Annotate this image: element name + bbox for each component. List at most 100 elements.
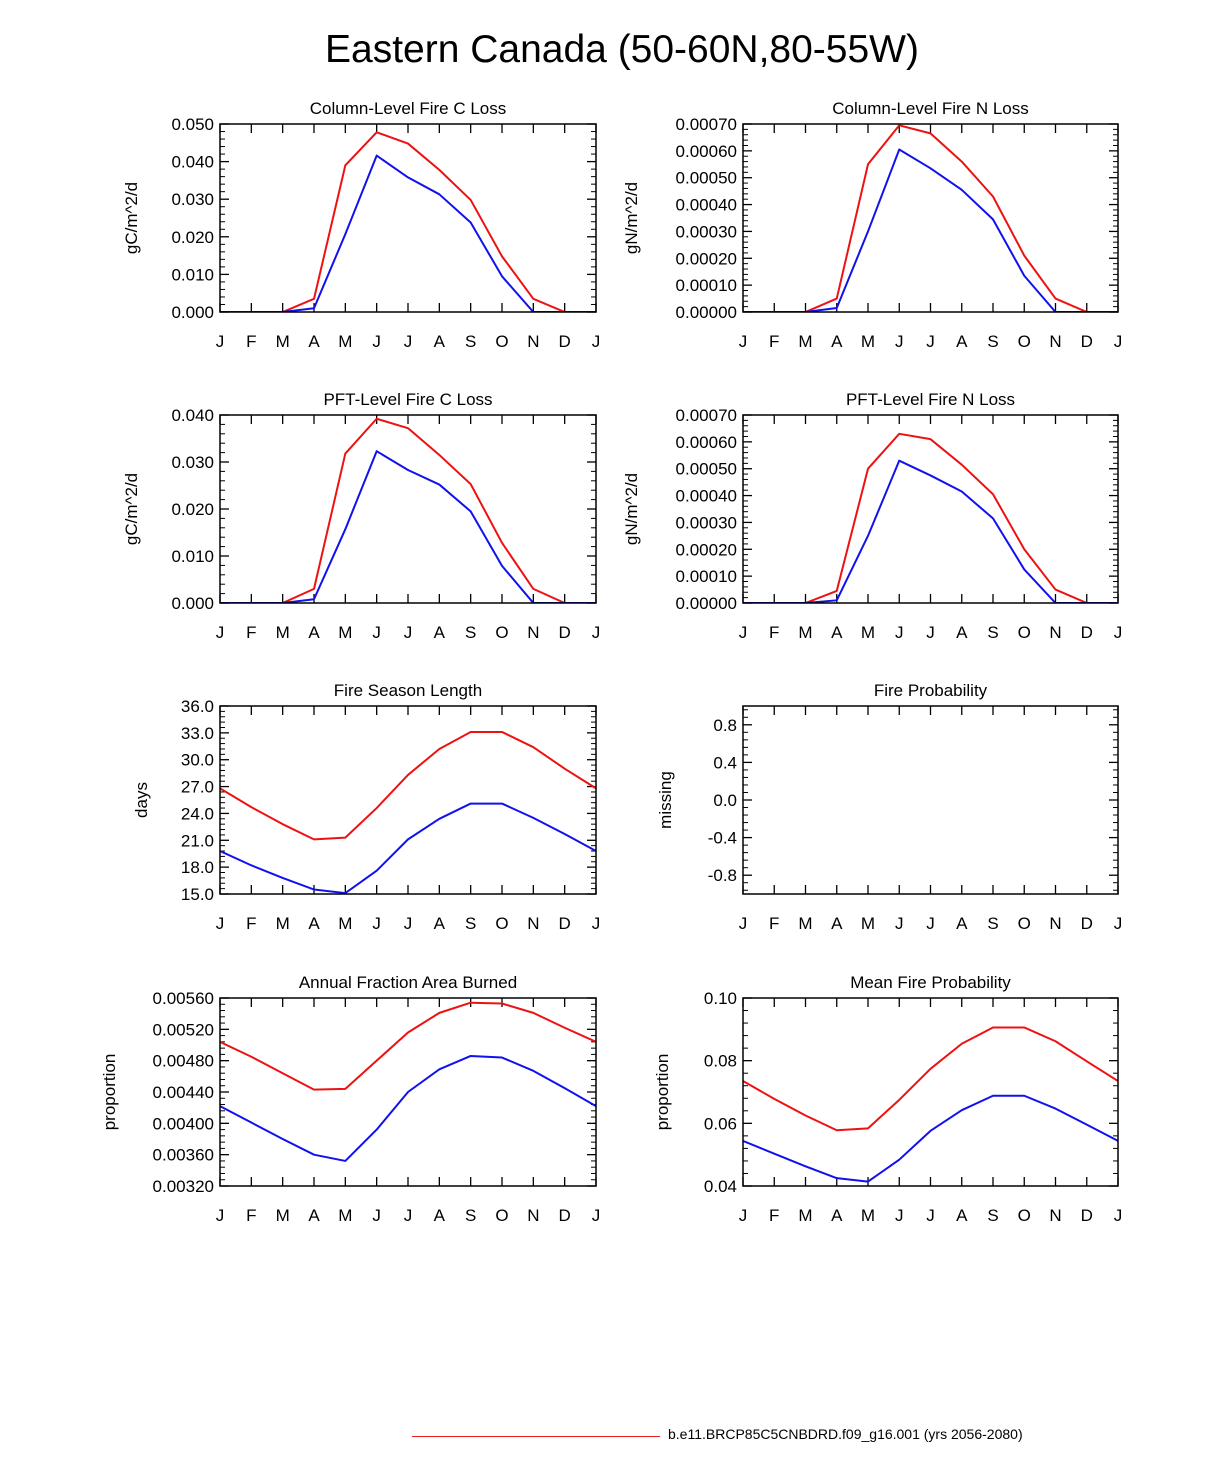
x-tick-label: D [559,623,571,642]
y-tick-label: 0.4 [713,753,737,772]
x-tick-label: F [769,332,779,351]
x-tick-label: M [861,914,875,933]
y-tick-label: 33.0 [181,724,214,743]
y-tick-label: 0.00030 [676,222,737,241]
x-tick-label: A [831,623,843,642]
x-tick-label: J [404,332,413,351]
y-tick-label: 0.04 [704,1177,737,1196]
y-tick-label: 0.06 [704,1114,737,1133]
y-tick-label: 0.00400 [153,1114,214,1133]
y-axis-label: gC/m^2/d [122,182,141,254]
x-tick-label: F [246,332,256,351]
plot-frame [219,705,597,895]
series-line-series2 [220,154,596,312]
x-tick-label: J [372,914,381,933]
y-tick-label: 0.040 [171,153,214,172]
x-tick-label: N [527,914,539,933]
x-tick-label: M [276,332,290,351]
x-tick-label: J [926,914,935,933]
series-line-series2 [220,802,596,894]
x-tick-label: M [798,623,812,642]
x-tick-label: J [404,1206,413,1225]
x-tick-label: F [246,914,256,933]
x-tick-label: S [465,1206,476,1225]
series-line-series2 [220,1054,596,1162]
y-tick-label: 0.00020 [676,249,737,268]
x-tick-label: A [308,623,320,642]
x-tick-label: O [1018,914,1031,933]
y-tick-label: 0.8 [713,716,737,735]
x-tick-label: M [338,1206,352,1225]
y-tick-label: 0.00560 [153,989,214,1008]
x-tick-label: J [372,332,381,351]
y-tick-label: 24.0 [181,804,214,823]
series-line-series2 [220,450,596,603]
x-tick-label: D [559,914,571,933]
y-tick-label: 0.00050 [676,169,737,188]
y-tick-label: 0.00060 [676,142,737,161]
series-line-series1 [743,432,1118,603]
x-tick-label: A [831,332,843,351]
y-tick-label: 0.050 [171,115,214,134]
x-tick-label: A [308,1206,320,1225]
x-tick-label: S [465,623,476,642]
x-tick-label: J [372,623,381,642]
series-line-series1 [220,730,596,841]
x-tick-label: N [1049,623,1061,642]
y-tick-label: 0.030 [171,453,214,472]
x-tick-label: J [1114,623,1123,642]
y-tick-label: 0.00010 [676,567,737,586]
y-tick-label: 0.10 [704,989,737,1008]
figure-title: Eastern Canada (50-60N,80-55W) [325,28,919,71]
x-tick-label: A [434,332,446,351]
x-tick-label: J [739,1206,748,1225]
x-tick-label: J [404,914,413,933]
x-tick-label: A [831,914,843,933]
chart-title: PFT-Level Fire N Loss [846,390,1015,409]
x-tick-label: F [246,623,256,642]
x-tick-label: J [592,623,601,642]
x-tick-label: D [559,332,571,351]
x-tick-label: S [465,914,476,933]
series-line-series1 [220,1001,596,1091]
x-tick-label: A [434,1206,446,1225]
plot-frame [742,997,1119,1187]
x-tick-label: J [895,1206,904,1225]
x-tick-label: J [216,1206,225,1225]
x-tick-label: J [1114,1206,1123,1225]
y-tick-label: 15.0 [181,885,214,904]
x-tick-label: J [216,914,225,933]
series-line-series2 [743,148,1118,312]
x-tick-label: O [1018,623,1031,642]
y-tick-label: 0.00040 [676,196,737,215]
y-tick-label: 0.08 [704,1052,737,1071]
y-tick-label: 0.010 [171,547,214,566]
y-tick-label: 0.0 [713,791,737,810]
y-tick-label: -0.4 [708,829,737,848]
y-tick-label: 27.0 [181,778,214,797]
y-axis-label: gN/m^2/d [622,182,641,254]
x-tick-label: M [276,914,290,933]
y-tick-label: 0.020 [171,228,214,247]
x-tick-label: J [895,332,904,351]
x-tick-label: J [1114,914,1123,933]
x-tick-label: O [495,1206,508,1225]
y-tick-label: 0.00000 [676,303,737,322]
y-tick-label: 0.00520 [153,1020,214,1039]
x-tick-label: J [372,1206,381,1225]
x-tick-label: N [527,332,539,351]
x-tick-label: J [895,914,904,933]
x-tick-label: O [495,623,508,642]
x-tick-label: A [831,1206,843,1225]
x-tick-label: S [987,332,998,351]
x-tick-label: A [956,1206,968,1225]
chart-title: Fire Probability [874,681,988,700]
x-tick-label: M [276,623,290,642]
x-tick-label: F [246,1206,256,1225]
y-axis-label: proportion [100,1054,119,1131]
y-axis-label: gN/m^2/d [622,473,641,545]
